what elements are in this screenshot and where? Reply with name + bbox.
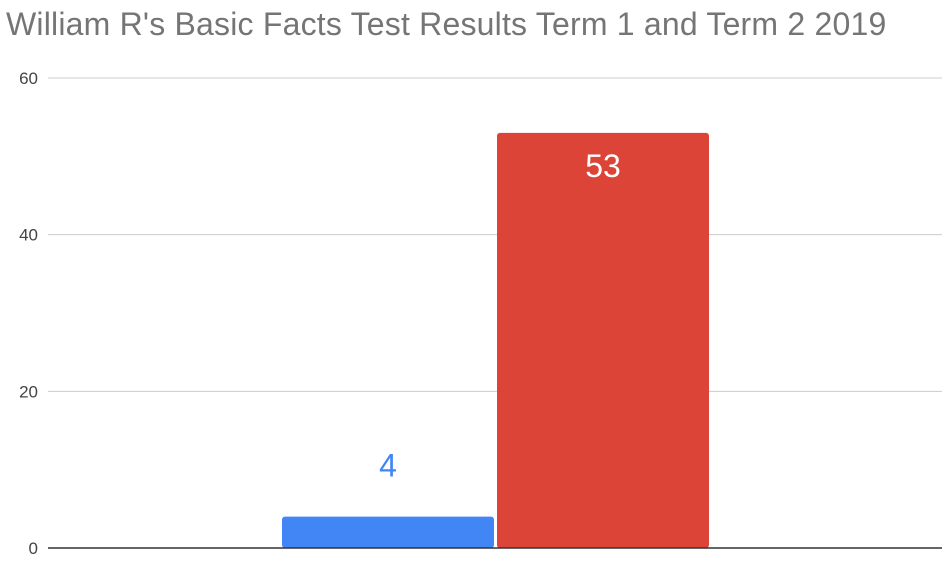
data-labels: 4 53 bbox=[379, 148, 621, 484]
chart-title: William R's Basic Facts Test Results Ter… bbox=[6, 6, 887, 42]
bar bbox=[497, 132, 709, 549]
bars bbox=[282, 132, 709, 549]
y-tick-label: 0 bbox=[29, 539, 38, 558]
bar-data-label: 4 bbox=[379, 448, 397, 484]
y-tick-label: 60 bbox=[19, 69, 38, 88]
bar bbox=[282, 516, 494, 548]
y-axis-ticks: 0 20 40 60 bbox=[19, 69, 38, 558]
y-tick-label: 40 bbox=[19, 226, 38, 245]
bar-data-label: 53 bbox=[585, 148, 621, 184]
y-tick-label: 20 bbox=[19, 382, 38, 401]
gridlines bbox=[48, 77, 942, 392]
